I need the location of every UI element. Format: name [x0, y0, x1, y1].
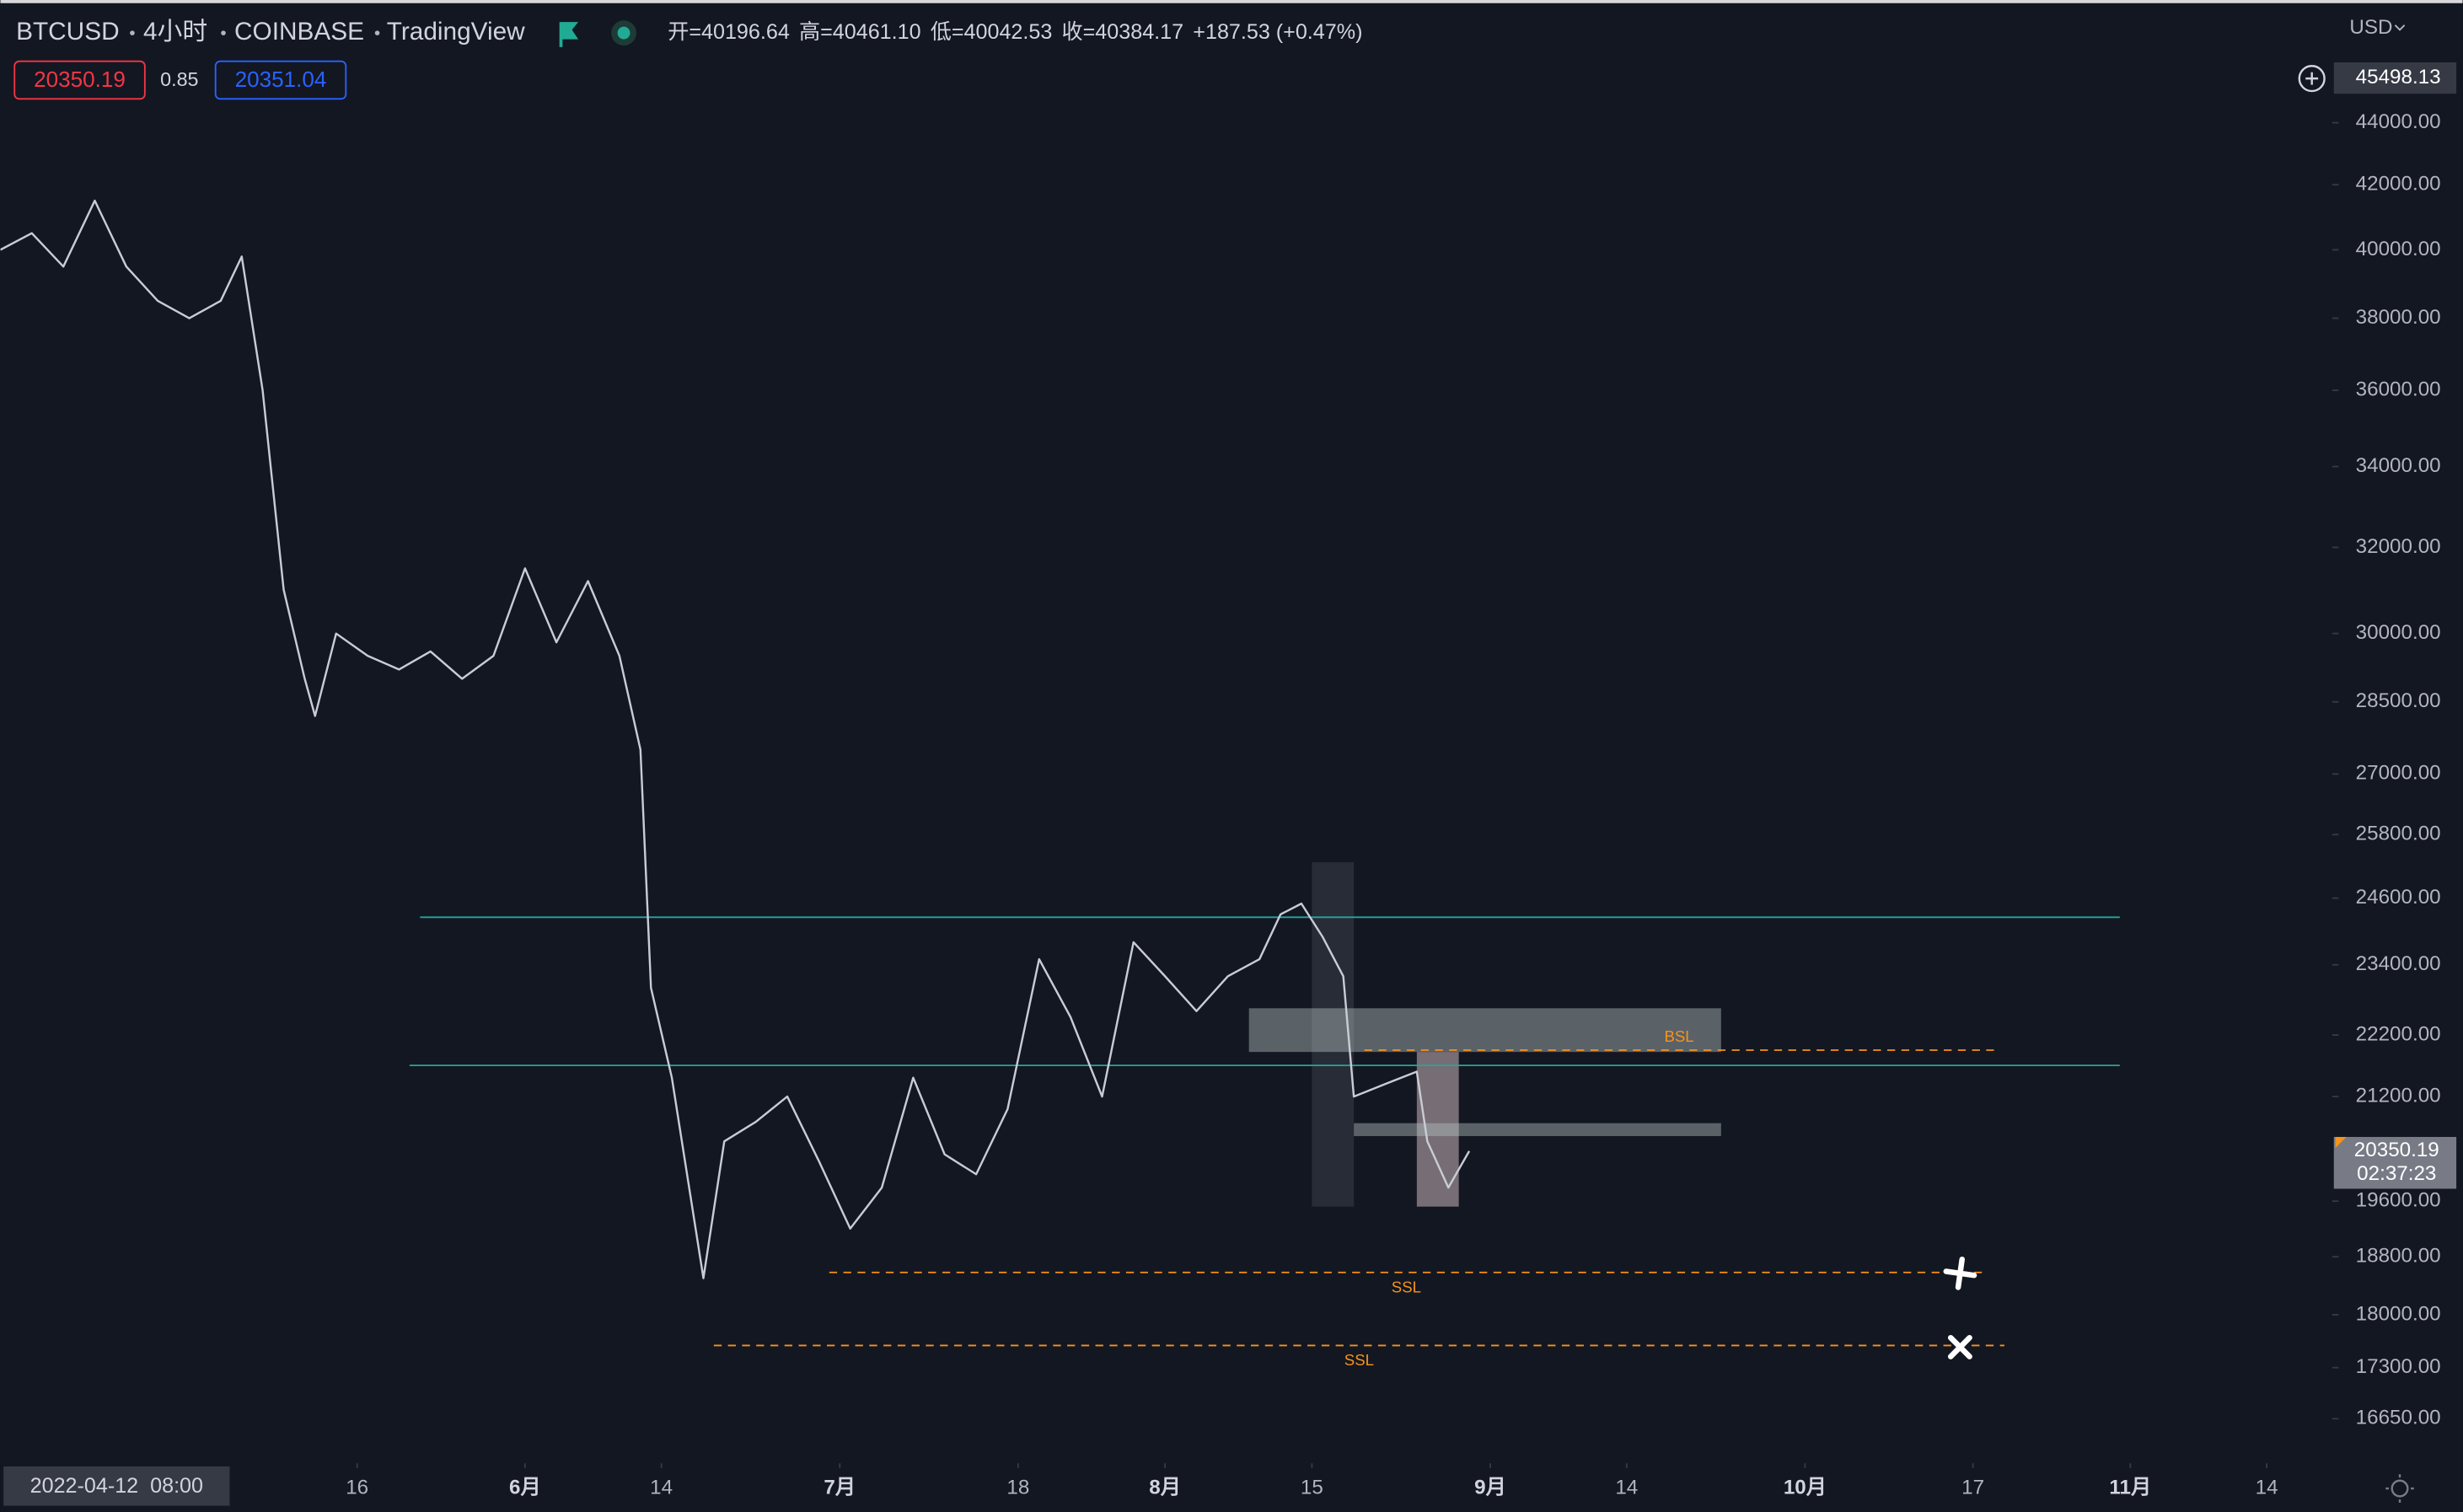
x-tick-label: 11月	[2109, 1476, 2151, 1499]
x-tick-label: 15	[1301, 1476, 1323, 1499]
y-tick-label: 25800.00	[2356, 823, 2441, 845]
add-icon-cross	[2305, 72, 2319, 85]
y-tick-label: 19600.00	[2356, 1189, 2441, 1212]
y-tick-label: 34000.00	[2356, 454, 2441, 477]
settings-icon[interactable]	[2385, 1474, 2414, 1503]
currency[interactable]: USD	[2349, 16, 2392, 39]
last-price: 20350.19	[2354, 1139, 2439, 1161]
settings-rays	[2385, 1474, 2414, 1503]
x-tick-label: 8月	[1149, 1476, 1181, 1499]
ohlc-value: 低=40042.53	[931, 20, 1053, 44]
x-tick-label: 7月	[824, 1476, 856, 1499]
y-tick-label: 22200.00	[2356, 1022, 2441, 1045]
y-tick-label: 18800.00	[2356, 1245, 2441, 1268]
chevron	[2394, 24, 2406, 31]
level-label: SSL	[1344, 1351, 1374, 1369]
y-tick-label: 30000.00	[2356, 621, 2441, 644]
crosshair-date: 2022-04-12 08:00	[30, 1474, 203, 1498]
spread: 0.85	[160, 68, 198, 90]
add-icon[interactable]	[2298, 65, 2326, 93]
zone	[1248, 1008, 1721, 1053]
crosshair-price: 45498.13	[2356, 66, 2441, 88]
symbol[interactable]: BTCUSD	[16, 18, 120, 46]
y-tick-label: 23400.00	[2356, 952, 2441, 975]
level-label: SSL	[1392, 1278, 1421, 1295]
y-tick-label: 40000.00	[2356, 238, 2441, 260]
source: TradingView	[387, 18, 525, 46]
buy-box[interactable]	[214, 60, 347, 100]
x-tick-label: 9月	[1474, 1476, 1506, 1499]
ohlc-value: 开=40196.64	[668, 20, 790, 44]
level-label: BSL	[1664, 1027, 1693, 1045]
status-dot	[617, 26, 631, 40]
flag-icon[interactable]	[559, 22, 579, 47]
y-tick-label: 36000.00	[2356, 378, 2441, 401]
crosshair-date-box	[3, 1466, 230, 1506]
cross-marker	[1947, 1334, 1972, 1359]
ohlc-value: 收=40384.17	[1062, 20, 1184, 44]
y-tick-label: 42000.00	[2356, 173, 2441, 196]
ohlc-value: +187.53 (+0.47%)	[1193, 20, 1362, 44]
y-tick-label: 28500.00	[2356, 689, 2441, 712]
zone	[1354, 1123, 1721, 1136]
exchange: COINBASE	[234, 18, 364, 46]
x-tick-label: 16	[346, 1476, 368, 1499]
ohlc-legend: 开=40196.64 高=40461.10 低=40042.53 收=40384.17…	[668, 20, 1362, 44]
y-tick-label: 32000.00	[2356, 535, 2441, 558]
ohlc-value: 高=40461.10	[799, 20, 921, 44]
separator	[130, 30, 135, 35]
y-tick-label: 18000.00	[2356, 1302, 2441, 1325]
y-tick-label: 21200.00	[2356, 1084, 2441, 1107]
x-tick-label: 14	[2256, 1476, 2278, 1499]
y-tick-label: 17300.00	[2356, 1355, 2441, 1378]
x-tick-label: 17	[1961, 1476, 1984, 1499]
zone	[1312, 862, 1355, 1207]
sell-box[interactable]	[13, 60, 146, 100]
y-tick-label: 27000.00	[2356, 762, 2441, 785]
y-tick-label: 38000.00	[2356, 306, 2441, 329]
x-tick-label: 14	[650, 1476, 673, 1499]
price-line	[0, 199, 1471, 1279]
plus-marker	[1943, 1256, 1977, 1290]
buy-price[interactable]: 20351.04	[235, 67, 327, 92]
separator	[221, 30, 226, 35]
x-tick-label: 14	[1615, 1476, 1638, 1499]
x-tick-label: 6月	[509, 1476, 541, 1499]
y-tick-label: 24600.00	[2356, 886, 2441, 909]
x-tick-label: 10月	[1784, 1476, 1827, 1499]
last-price-box	[2333, 1136, 2457, 1189]
interval[interactable]: 4小时	[143, 18, 207, 46]
y-tick-label: 16650.00	[2356, 1407, 2441, 1429]
separator	[374, 30, 380, 35]
settings-ring	[2391, 1479, 2409, 1498]
sell-price[interactable]: 20350.19	[34, 67, 126, 92]
y-tick-label: 44000.00	[2356, 110, 2441, 133]
crosshair-price-box	[2333, 62, 2457, 94]
countdown: 02:37:23	[2357, 1162, 2436, 1185]
x-tick-label: 18	[1006, 1476, 1029, 1499]
plot-area: BSL SSL SSL	[0, 199, 2120, 1369]
